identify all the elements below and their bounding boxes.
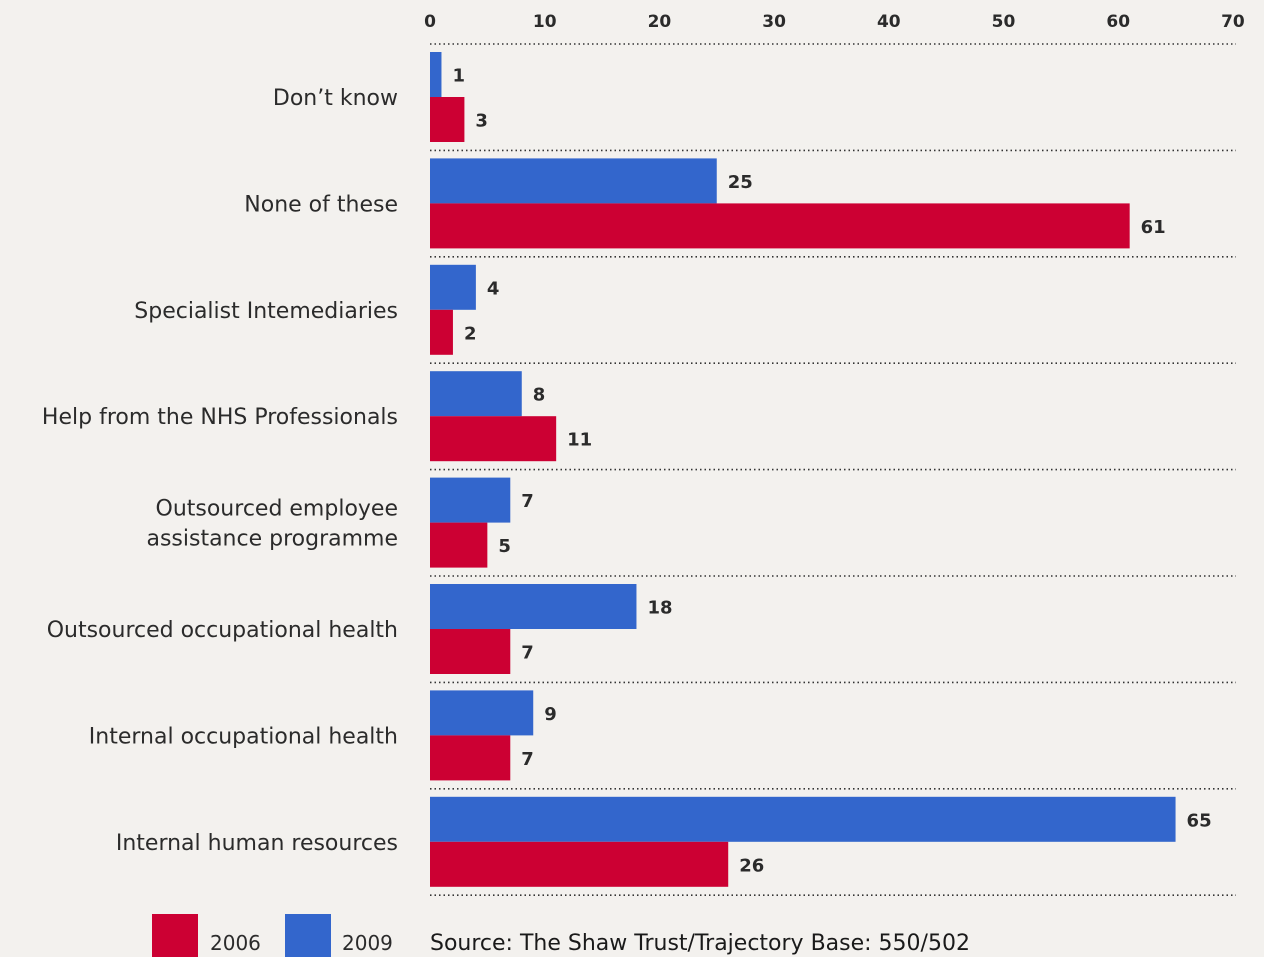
category-label: Internal human resources <box>116 831 398 856</box>
category-label: Help from the NHS Professionals <box>42 405 398 430</box>
x-tick-label: 30 <box>762 12 786 32</box>
legend-swatch <box>285 914 331 957</box>
bar-2009 <box>430 52 442 97</box>
bar-2009 <box>430 264 476 310</box>
category-label: assistance programme <box>146 527 398 552</box>
bar-2006 <box>430 203 1130 249</box>
value-label: 8 <box>533 385 546 406</box>
x-tick-label: 10 <box>533 12 557 32</box>
bar-2009 <box>430 690 534 736</box>
value-label: 7 <box>521 643 534 664</box>
bar-2009 <box>430 477 511 523</box>
value-label: 3 <box>475 111 488 132</box>
legend-label: 2006 <box>210 931 261 955</box>
value-label: 7 <box>521 749 534 770</box>
value-label: 7 <box>521 491 534 512</box>
bar-2006 <box>430 416 557 462</box>
category-labels: Don’t know None of these Specialist Inteme… <box>42 86 398 856</box>
value-label: 2 <box>464 323 477 344</box>
value-label: 65 <box>1187 810 1212 831</box>
value-label: 18 <box>647 598 672 619</box>
value-label: 61 <box>1141 217 1166 238</box>
legend: 2006 2009 <box>152 914 393 957</box>
legend-swatch <box>152 914 198 957</box>
value-labels: 1 3 25 61 4 2 8 11 7 5 18 7 9 7 65 26 <box>452 66 1211 877</box>
value-label: 5 <box>498 536 511 557</box>
legend-label: 2009 <box>342 931 393 955</box>
value-label: 1 <box>452 66 465 87</box>
bar-2006 <box>430 735 511 781</box>
x-tick-label: 0 <box>424 12 436 32</box>
value-label: 9 <box>544 704 557 725</box>
bar-2006 <box>430 309 453 355</box>
x-tick-label: 40 <box>877 12 901 32</box>
bar-2006 <box>430 841 729 887</box>
bar-2009 <box>430 796 1176 842</box>
grid-lines <box>430 43 1236 897</box>
bar-2009 <box>430 158 717 204</box>
category-label: Specialist Intemediaries <box>134 299 398 324</box>
category-label: Don’t know <box>273 86 398 111</box>
category-label: Outsourced employee <box>156 497 399 522</box>
value-label: 11 <box>567 430 592 451</box>
bar-2009 <box>430 584 637 629</box>
x-tick-label: 50 <box>992 12 1016 32</box>
value-label: 26 <box>739 855 764 876</box>
x-tick-label: 70 <box>1221 12 1245 32</box>
x-axis-ticks: 0 10 20 30 40 50 60 70 <box>424 12 1245 32</box>
x-tick-label: 60 <box>1106 12 1130 32</box>
value-label: 25 <box>728 172 753 193</box>
bar-2009 <box>430 371 522 417</box>
value-label: 4 <box>487 278 500 299</box>
source-note: Source: The Shaw Trust/Trajectory Base: … <box>430 931 970 956</box>
bar-2006 <box>430 97 465 142</box>
bar-2006 <box>430 629 511 674</box>
bars <box>430 52 1176 887</box>
category-label: Outsourced occupational health <box>47 618 398 643</box>
category-label: None of these <box>244 192 398 217</box>
category-label: Internal occupational health <box>89 724 398 749</box>
x-tick-label: 20 <box>648 12 672 32</box>
bar-2006 <box>430 522 488 568</box>
